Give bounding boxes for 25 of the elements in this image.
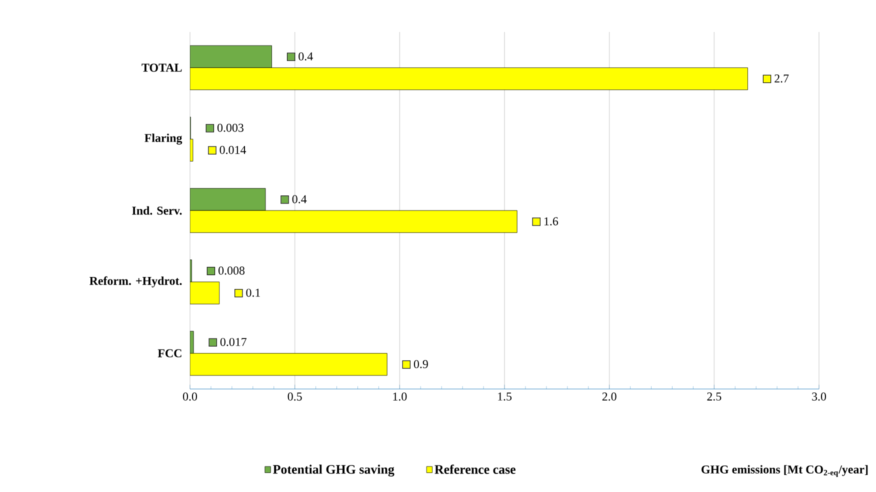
x-tick-label: 2.5 bbox=[707, 392, 722, 401]
x-tick-label: 1.5 bbox=[498, 392, 512, 401]
y-tick-label: FCC bbox=[158, 349, 182, 358]
data-label: 0.014 bbox=[220, 146, 246, 154]
data-label: 0.9 bbox=[414, 360, 428, 368]
legend-label: Reference case bbox=[434, 464, 516, 474]
y-tick-label: Reform. +Hydrot. bbox=[90, 276, 182, 288]
x-tick-label: 1.0 bbox=[393, 392, 407, 401]
y-tick-label: Flaring bbox=[144, 134, 182, 145]
x-tick-label: 2.0 bbox=[602, 392, 616, 401]
data-label: 0.4 bbox=[298, 52, 313, 60]
x-tick-label: 3.0 bbox=[812, 392, 826, 401]
y-tick-label: TOTAL bbox=[142, 64, 182, 72]
data-label: 0.003 bbox=[217, 124, 244, 132]
x-tick-label: 0.0 bbox=[182, 392, 198, 401]
data-label: 1.6 bbox=[544, 217, 558, 226]
text: GHG emissions [Mt CO$_{2-eq}$/year] bbox=[702, 465, 868, 477]
y-tick-label: Ind. Serv. bbox=[132, 206, 182, 215]
data-label: 0.008 bbox=[218, 266, 245, 275]
legend-label: Potential GHG saving bbox=[273, 464, 394, 476]
data-label: 2.7 bbox=[774, 74, 789, 83]
data-label: 0.4 bbox=[292, 195, 307, 204]
x-tick-label: 0.5 bbox=[288, 392, 302, 401]
data-label: 0.1 bbox=[246, 288, 260, 297]
data-label: 0.017 bbox=[220, 338, 247, 346]
